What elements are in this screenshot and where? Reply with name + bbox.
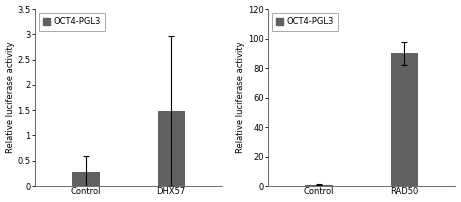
Bar bbox=[390, 53, 418, 186]
Bar bbox=[158, 111, 185, 186]
Legend: OCT4-PGL3: OCT4-PGL3 bbox=[39, 13, 105, 31]
Y-axis label: Relative luciferase activity: Relative luciferase activity bbox=[236, 42, 245, 153]
Bar bbox=[305, 185, 333, 186]
Bar bbox=[72, 172, 100, 186]
Legend: OCT4-PGL3: OCT4-PGL3 bbox=[272, 13, 338, 31]
Y-axis label: Relative luciferase activity: Relative luciferase activity bbox=[6, 42, 15, 153]
